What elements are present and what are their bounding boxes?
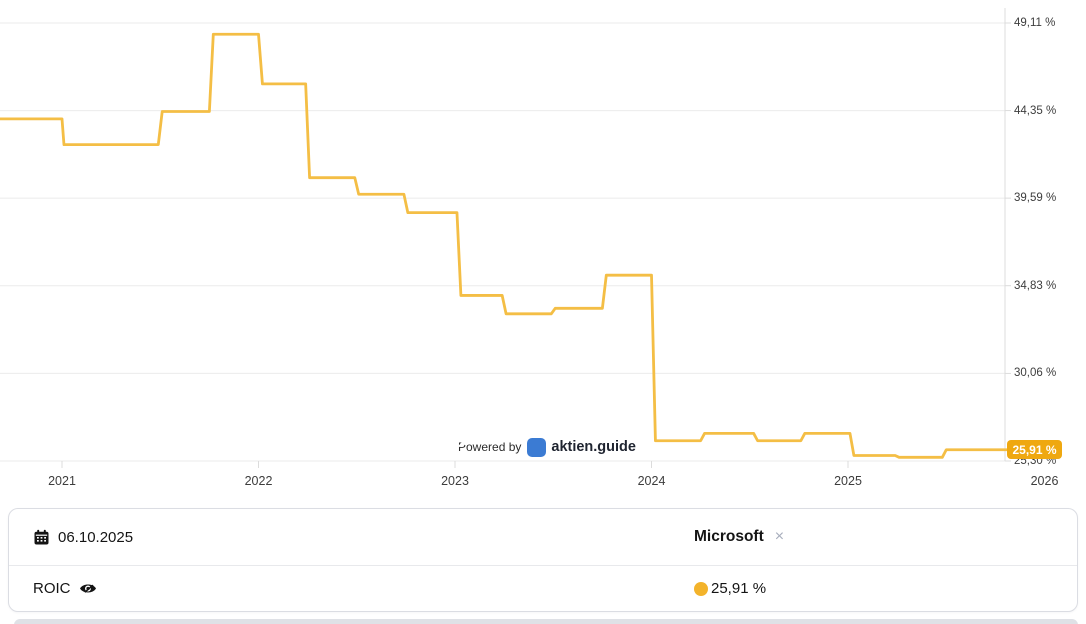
next-card-peek	[14, 619, 1078, 624]
y-axis-label: 30,06 %	[1014, 367, 1057, 380]
metric-value: 25,91 %	[711, 580, 767, 597]
panel-divider	[9, 565, 1077, 566]
company-name: Microsoft	[694, 528, 764, 545]
metric-value-cell: 25,91 %	[694, 566, 766, 611]
brand-logo-icon	[458, 437, 547, 457]
roic-chart: 49,11 % 44,35 % 39,59 % 34,83 % 30,06 % 25,30…	[0, 8, 1062, 488]
metric-cell: ROIC	[33, 566, 97, 611]
chart-canvas	[0, 8, 1011, 468]
metric-label: ROIC	[33, 580, 71, 597]
brand-name: aktien.guide	[551, 439, 636, 455]
roic-line-series	[0, 32, 1009, 459]
x-axis-label: 2022	[244, 474, 273, 488]
y-axis-label: 44,35 %	[1014, 104, 1057, 117]
current-value-badge: 25,91 %	[1007, 440, 1062, 460]
x-axis-label: 2024	[637, 474, 666, 488]
company-chip: Microsoft ×	[694, 509, 784, 565]
powered-by: Powered by aktien.guide	[458, 436, 636, 458]
y-axis-label: 39,59 %	[1014, 192, 1057, 205]
x-axis-label: 2023	[441, 474, 469, 488]
date-row: 06.10.2025 Microsoft ×	[9, 509, 1077, 565]
legend-panel: 06.10.2025 Microsoft × ROIC	[8, 508, 1078, 612]
y-axis-label: 34,83 %	[1014, 279, 1057, 292]
visibility-eye-icon[interactable]	[79, 582, 97, 595]
x-axis-label: 2026	[1030, 474, 1059, 488]
x-axis-label: 2021	[48, 474, 76, 488]
powered-by-label: Powered by	[458, 440, 522, 454]
x-axis-label: 2025	[834, 474, 862, 488]
selected-date: 06.10.2025	[58, 528, 134, 546]
series-color-dot	[694, 581, 708, 596]
metric-row: ROIC 25,91 %	[9, 566, 1077, 611]
date-picker[interactable]: 06.10.2025	[33, 509, 133, 565]
y-axis-label: 49,11 %	[1014, 17, 1056, 29]
calendar-icon	[33, 529, 50, 546]
remove-company-icon[interactable]: ×	[774, 528, 785, 545]
brand-link[interactable]: aktien.guide	[458, 437, 636, 457]
